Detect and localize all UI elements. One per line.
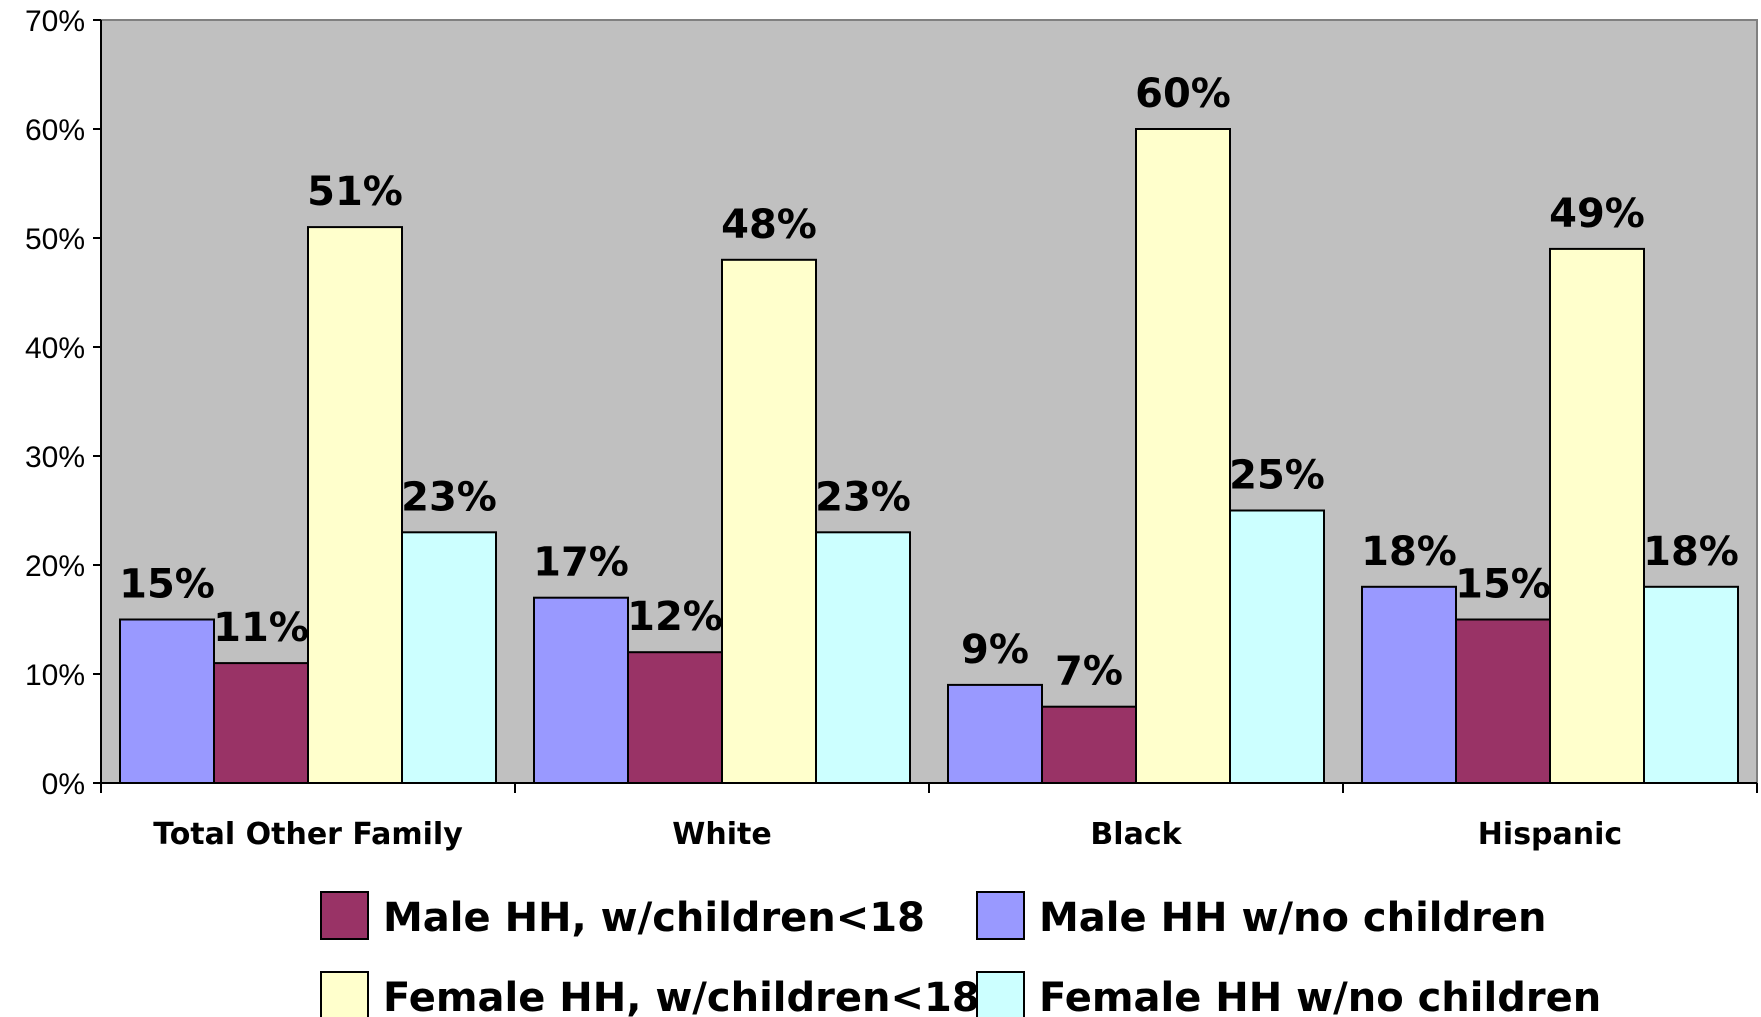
data-label-4-4: 18%	[1643, 529, 1739, 575]
bar-4-2	[815, 531, 911, 784]
legend: Male HH, w/children<18 Male HH w/no child…	[320, 891, 1601, 1017]
bar-3-3	[1135, 128, 1231, 784]
y-tick-label-3: 30%	[25, 441, 85, 474]
bar-4-3	[1229, 509, 1325, 784]
y-tick-label-7: 70%	[25, 5, 85, 38]
category-label-4: Hispanic	[1478, 817, 1622, 852]
y-tick-label-4: 40%	[25, 332, 85, 365]
legend-label-1: Male HH, w/children<18	[383, 895, 925, 941]
data-label-4-3: 25%	[1229, 453, 1325, 499]
data-label-4-2: 23%	[815, 474, 911, 520]
data-label-1-2: 17%	[533, 540, 629, 586]
bar-2-4	[1455, 618, 1551, 784]
data-labels-layer: 15% 17% 9% 18% 11% 12% 7% 15% 51% 48% 60% 49% 23% 23%…	[119, 71, 1739, 695]
data-label-2-1: 11%	[213, 605, 309, 651]
data-label-3-4: 49%	[1549, 191, 1645, 237]
category-label-3: Black	[1090, 817, 1182, 852]
bar-2-1	[213, 662, 309, 784]
data-label-1-3: 9%	[961, 627, 1029, 673]
bar-3-1	[307, 226, 403, 785]
legend-swatch-4	[976, 971, 1025, 1017]
y-tick-label-6: 60%	[25, 114, 85, 147]
category-label-2: White	[672, 817, 771, 852]
legend-label-2: Male HH w/no children	[1039, 895, 1546, 941]
category-label-1: Total Other Family	[153, 817, 463, 852]
axis-layer: 0% 10% 20% 30% 40% 50% 60% 70% Total Other Famil…	[25, 5, 1758, 852]
data-label-1-1: 15%	[119, 562, 215, 608]
bar-1-4	[1361, 585, 1457, 784]
data-label-3-1: 51%	[307, 169, 403, 215]
legend-swatch-3	[320, 971, 369, 1017]
data-label-4-1: 23%	[401, 474, 497, 520]
legend-label-4: Female HH w/no children	[1039, 975, 1601, 1017]
legend-swatch-2	[976, 891, 1025, 940]
data-label-1-4: 18%	[1361, 529, 1457, 575]
y-tick-label-1: 10%	[25, 659, 85, 692]
bar-2-3	[1041, 705, 1137, 785]
y-tick-label-5: 50%	[25, 223, 85, 256]
y-tick-label-2: 20%	[25, 550, 85, 583]
y-tick-label-0: 0%	[42, 768, 85, 801]
legend-label-3: Female HH, w/children<18	[383, 975, 980, 1017]
data-label-2-4: 15%	[1455, 562, 1551, 608]
bar-4-1	[401, 531, 497, 784]
bar-3-4	[1549, 247, 1645, 784]
data-label-2-3: 7%	[1055, 649, 1123, 695]
bar-3-2	[721, 258, 817, 784]
bar-2-2	[627, 651, 723, 785]
bars-layer	[119, 128, 1739, 785]
bar-4-4	[1643, 585, 1739, 784]
bar-1-2	[533, 596, 629, 785]
bar-1-1	[119, 618, 215, 784]
legend-swatch-1	[320, 891, 369, 940]
bar-1-3	[947, 683, 1043, 785]
data-label-3-3: 60%	[1135, 71, 1231, 117]
data-label-3-2: 48%	[721, 202, 817, 248]
data-label-2-2: 12%	[627, 594, 723, 640]
